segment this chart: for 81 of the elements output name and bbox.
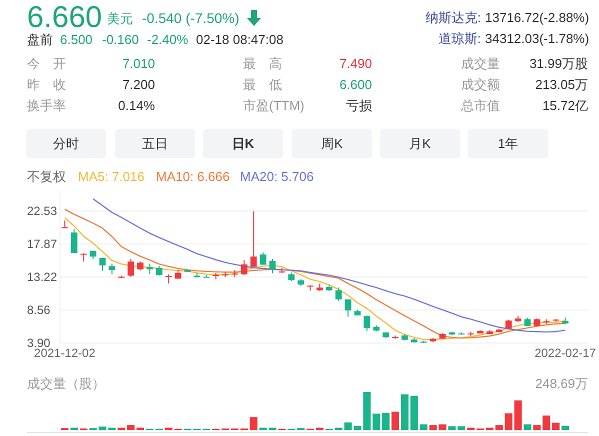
bar bbox=[552, 422, 560, 430]
text: 31.99万股 bbox=[529, 56, 588, 71]
bar bbox=[542, 416, 550, 430]
candlestick bbox=[108, 263, 116, 275]
candlestick bbox=[335, 287, 342, 302]
candlestick bbox=[62, 220, 68, 228]
text: 总市值 bbox=[460, 98, 500, 113]
candlestick bbox=[99, 257, 106, 272]
bar bbox=[458, 426, 466, 430]
text: 6.600 bbox=[339, 77, 372, 92]
candlestick bbox=[156, 265, 162, 276]
bar bbox=[127, 425, 135, 430]
text: 纳斯达克: bbox=[425, 10, 481, 25]
text: 美元 bbox=[107, 11, 133, 26]
text: 盘前 bbox=[27, 32, 53, 47]
text: 周K bbox=[321, 136, 344, 151]
bar bbox=[504, 413, 512, 430]
bar bbox=[524, 424, 532, 430]
text: MA5: 7.016 bbox=[78, 169, 144, 184]
text: 7.490 bbox=[339, 56, 372, 71]
bar bbox=[420, 424, 428, 430]
text: 昨 收 bbox=[27, 77, 66, 92]
text: 34312.03(-1.78%) bbox=[485, 31, 590, 46]
text: 1年 bbox=[498, 136, 518, 151]
bar bbox=[392, 412, 400, 430]
candlestick bbox=[146, 263, 153, 275]
text: 213.05万 bbox=[535, 77, 588, 92]
candlestick bbox=[250, 210, 257, 268]
text: 成交量 bbox=[461, 56, 500, 71]
bar bbox=[400, 394, 408, 430]
x-tick-label: 2022-02-17 bbox=[534, 346, 596, 360]
candlestick bbox=[344, 298, 352, 318]
text: 0.14% bbox=[118, 98, 156, 113]
text: 市盈(TTM) bbox=[243, 98, 304, 113]
text: 6.660 bbox=[27, 1, 102, 34]
text: 分时 bbox=[53, 136, 79, 151]
bar bbox=[495, 425, 503, 430]
bar bbox=[372, 414, 380, 430]
y-tick-label: 8.56 bbox=[27, 302, 51, 317]
candlestick bbox=[364, 314, 370, 332]
bar bbox=[448, 426, 456, 430]
bar bbox=[250, 417, 258, 430]
text: -2.40% bbox=[147, 32, 189, 47]
text: 月K bbox=[409, 136, 432, 151]
text: 6.500 bbox=[60, 32, 93, 47]
text: 日K bbox=[232, 136, 255, 151]
candlestick bbox=[269, 258, 276, 274]
bar bbox=[514, 400, 522, 430]
text: 7.200 bbox=[122, 77, 155, 92]
text: -0.160 bbox=[102, 32, 139, 47]
text: -0.540 (-7.50%) bbox=[142, 10, 240, 26]
chart-title: 成交量（股） bbox=[27, 376, 105, 391]
text: MA20: 5.706 bbox=[240, 169, 314, 184]
text: 最 高 bbox=[243, 56, 282, 71]
candlestick bbox=[260, 252, 266, 266]
candlestick bbox=[165, 274, 172, 284]
text: 15.72亿 bbox=[542, 98, 588, 113]
y-tick-label: 17.87 bbox=[27, 237, 58, 252]
candlestick bbox=[70, 228, 78, 254]
text: 248.69万 bbox=[535, 376, 588, 391]
bar bbox=[562, 426, 570, 430]
bar bbox=[382, 412, 390, 430]
text: MA10: 6.666 bbox=[156, 169, 230, 184]
text: 不复权 bbox=[27, 169, 66, 184]
text: 13716.72(-2.88%) bbox=[485, 10, 590, 25]
text: 7.010 bbox=[122, 56, 155, 71]
text: 道琼斯: bbox=[438, 31, 481, 46]
text: 成交额 bbox=[461, 77, 500, 92]
bar bbox=[533, 425, 541, 430]
text: 02-18 08:47:08 bbox=[196, 32, 284, 47]
text: 亏损 bbox=[346, 98, 372, 113]
text: 最 低 bbox=[243, 77, 282, 92]
bar bbox=[410, 396, 418, 430]
candlestick bbox=[240, 260, 248, 276]
line-series bbox=[92, 198, 566, 333]
y-tick-label: 13.22 bbox=[27, 270, 58, 284]
text: 换手率 bbox=[27, 98, 66, 113]
text: 五日 bbox=[142, 136, 168, 151]
y-tick-label: 22.53 bbox=[27, 204, 58, 218]
text: 今 开 bbox=[27, 56, 66, 71]
candlestick bbox=[128, 258, 134, 278]
